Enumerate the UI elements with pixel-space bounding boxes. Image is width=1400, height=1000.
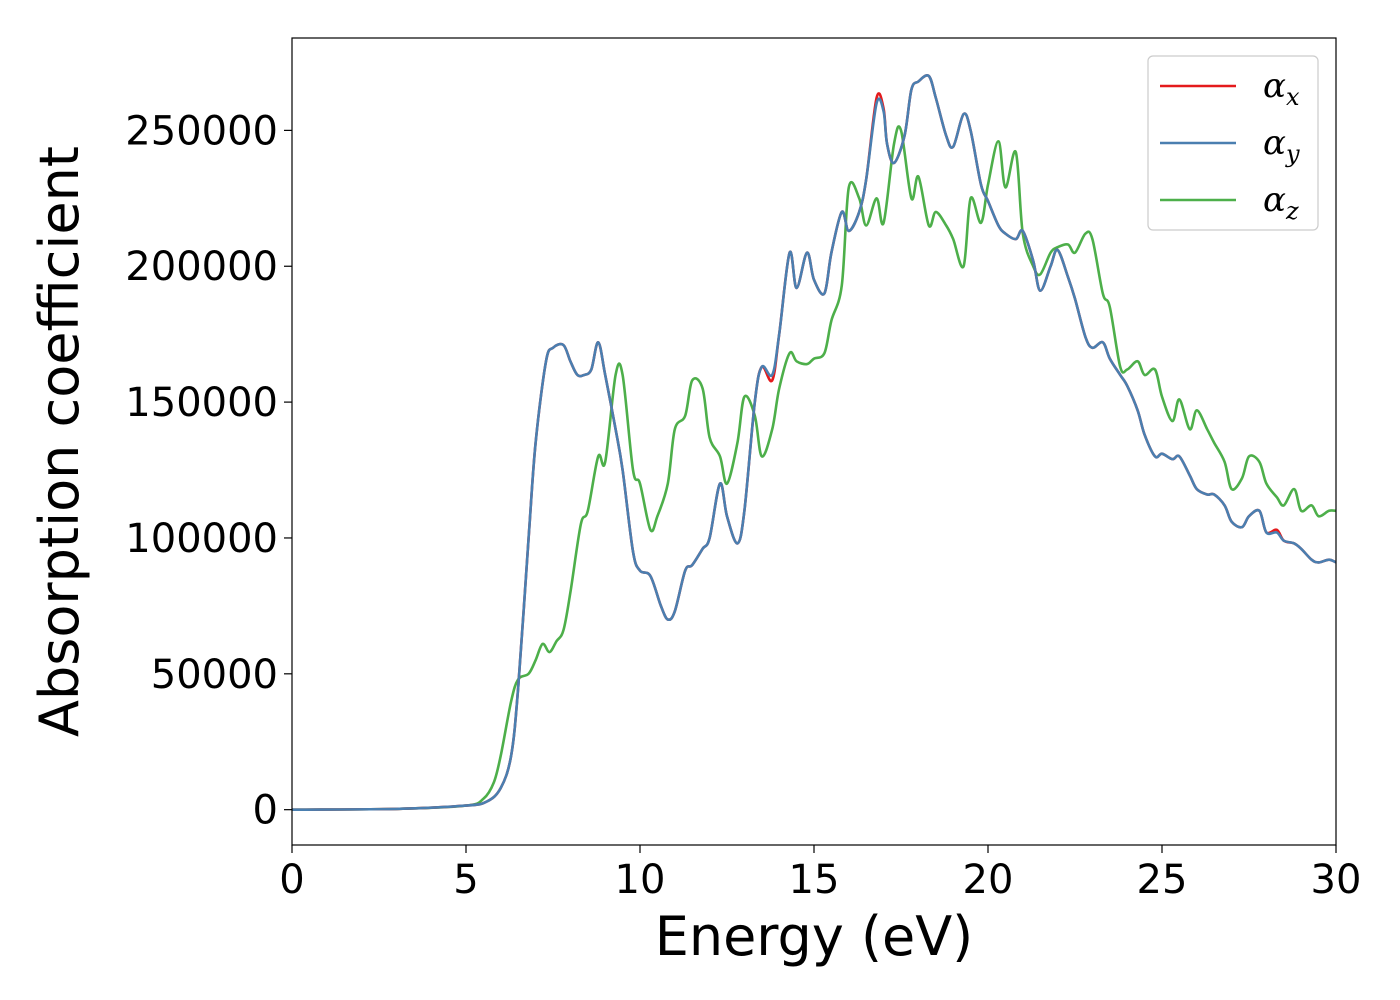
x-tick-label: 10 — [615, 857, 666, 903]
x-tick-label: 30 — [1311, 857, 1362, 903]
y-tick-label: 0 — [253, 788, 278, 834]
plot-area — [292, 74, 1336, 811]
legend: αx αy αz — [1147, 55, 1319, 231]
y-tick-label: 250000 — [125, 108, 278, 154]
x-tick-label: 25 — [1137, 857, 1188, 903]
y-axis-ticks: 0 50000 100000 150000 200000 250000 — [125, 108, 292, 834]
x-axis-label: Energy (eV) — [655, 905, 974, 968]
legend-label-y: αy — [1263, 123, 1300, 168]
y-axis-label: Absorption coefficient — [28, 146, 91, 737]
y-tick-label: 200000 — [125, 244, 278, 290]
x-tick-label: 20 — [963, 857, 1014, 903]
legend-label-z: αz — [1263, 180, 1299, 225]
series-line-z — [292, 125, 1336, 811]
y-tick-label: 50000 — [151, 652, 278, 698]
x-tick-label: 15 — [789, 857, 840, 903]
y-tick-label: 100000 — [125, 516, 278, 562]
x-tick-label: 0 — [279, 857, 304, 903]
y-tick-label: 150000 — [125, 380, 278, 426]
x-tick-label: 5 — [453, 857, 478, 903]
series-line-y — [292, 74, 1336, 811]
x-axis-ticks: 0 5 10 15 20 25 30 — [279, 845, 1361, 903]
legend-label-x: αx — [1263, 66, 1300, 111]
